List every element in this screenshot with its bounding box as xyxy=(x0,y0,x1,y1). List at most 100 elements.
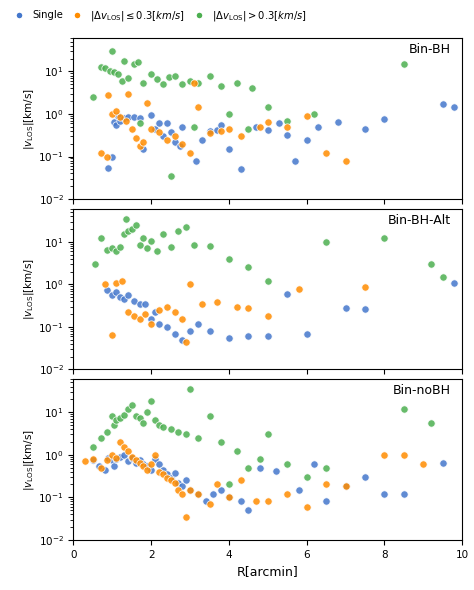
Point xyxy=(190,78,198,87)
Point xyxy=(97,62,104,71)
Point xyxy=(315,122,322,132)
Point xyxy=(237,165,245,174)
Point xyxy=(198,299,206,309)
Point xyxy=(192,156,200,165)
Point xyxy=(218,485,225,494)
Point xyxy=(272,466,279,476)
Point xyxy=(245,463,252,472)
Point xyxy=(322,149,330,158)
Point xyxy=(256,463,264,472)
Point xyxy=(147,465,155,474)
Point xyxy=(140,418,147,428)
Point xyxy=(140,137,147,147)
Point xyxy=(97,233,104,242)
Point xyxy=(225,493,233,502)
Point xyxy=(400,489,408,499)
Point xyxy=(264,117,272,127)
Point xyxy=(132,458,139,467)
Point xyxy=(140,460,147,469)
Point xyxy=(124,457,132,466)
Point xyxy=(110,68,118,77)
Y-axis label: $|v_{\rm LOS}|[\rm km/s]$: $|v_{\rm LOS}|[\rm km/s]$ xyxy=(22,428,36,490)
Point xyxy=(245,124,252,133)
Point xyxy=(128,452,136,461)
Point xyxy=(451,102,458,112)
Point xyxy=(179,335,186,345)
Point xyxy=(155,420,163,430)
Point xyxy=(171,478,178,487)
Point xyxy=(163,322,171,332)
Point xyxy=(116,452,124,461)
Point xyxy=(124,404,132,414)
Point xyxy=(159,465,167,474)
Point xyxy=(116,116,124,125)
Point xyxy=(118,276,126,286)
Point xyxy=(171,468,178,477)
Point xyxy=(342,303,349,313)
Point xyxy=(101,63,109,73)
Point xyxy=(381,450,388,460)
Point xyxy=(179,139,186,149)
Point xyxy=(174,226,182,235)
Point xyxy=(245,303,252,313)
Point xyxy=(186,326,194,336)
Point xyxy=(206,126,213,136)
Point xyxy=(128,124,136,133)
Point xyxy=(283,130,291,140)
Point xyxy=(147,124,155,133)
Point xyxy=(213,297,221,307)
Point xyxy=(295,485,303,494)
Point xyxy=(213,125,221,135)
Text: Bin-BH-Alt: Bin-BH-Alt xyxy=(387,214,450,227)
Point xyxy=(159,470,167,479)
Point xyxy=(130,59,137,68)
Point xyxy=(120,450,128,460)
Point xyxy=(142,309,149,319)
Point xyxy=(218,437,225,447)
Point xyxy=(89,454,97,464)
Point xyxy=(97,463,104,472)
Point xyxy=(245,263,252,272)
Point xyxy=(120,113,128,123)
Point xyxy=(124,307,132,317)
Point xyxy=(128,453,136,463)
Point xyxy=(295,284,303,293)
Point xyxy=(110,461,118,471)
Point xyxy=(194,78,201,87)
Point xyxy=(264,276,272,286)
Point xyxy=(132,133,139,142)
Point xyxy=(237,497,245,506)
Point xyxy=(136,458,143,467)
Point xyxy=(439,458,447,467)
Point xyxy=(116,293,124,302)
Point xyxy=(112,120,120,130)
X-axis label: R[arcmin]: R[arcmin] xyxy=(237,565,299,578)
Point xyxy=(194,319,201,328)
Point xyxy=(136,299,143,309)
Point xyxy=(147,319,155,328)
Point xyxy=(116,242,124,252)
Point xyxy=(142,299,149,309)
Point xyxy=(237,132,245,141)
Point xyxy=(283,460,291,469)
Point xyxy=(130,112,137,122)
Point xyxy=(194,102,201,112)
Point xyxy=(400,450,408,460)
Point xyxy=(179,80,186,89)
Point xyxy=(110,117,118,127)
Point xyxy=(291,156,299,165)
Point xyxy=(120,294,128,304)
Point xyxy=(97,149,104,158)
Point xyxy=(105,453,112,463)
Point xyxy=(151,450,159,460)
Point xyxy=(124,89,132,99)
Point xyxy=(130,312,137,321)
Point xyxy=(182,430,190,439)
Point xyxy=(136,314,143,324)
Point xyxy=(303,472,310,481)
Point xyxy=(151,415,159,425)
Point xyxy=(112,287,120,297)
Point xyxy=(109,330,116,340)
Point xyxy=(171,132,178,141)
Point xyxy=(310,109,318,119)
